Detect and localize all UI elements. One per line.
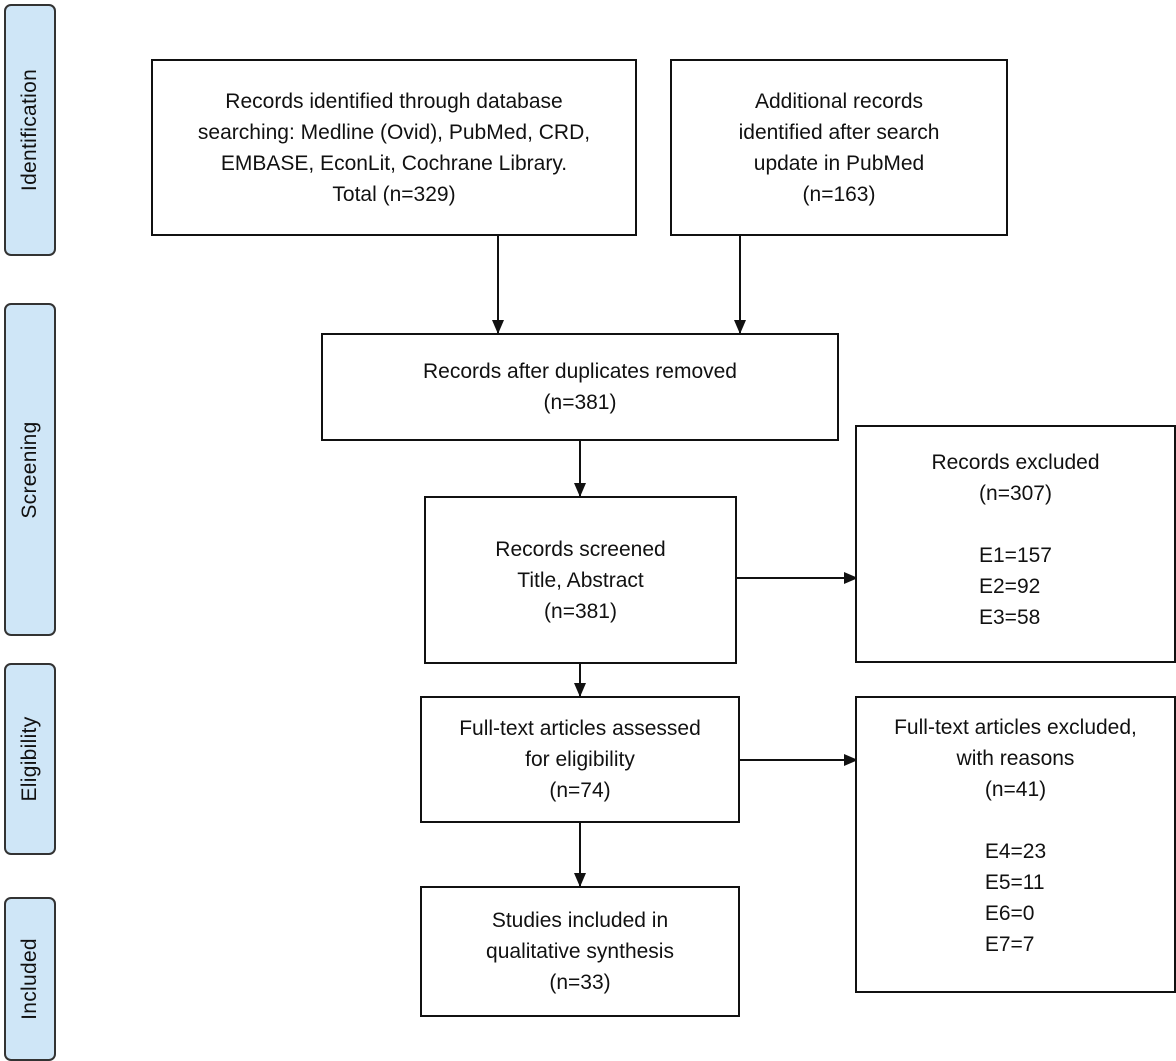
- studies-included-box: Studies included in qualitative synthesi…: [420, 886, 740, 1017]
- studies-included-count: (n=33): [549, 971, 611, 994]
- stage-screening-label: Screening: [18, 420, 41, 519]
- duplicates-removed-box: Records after duplicates removed (n=381): [321, 333, 839, 441]
- records-screened-criteria: Title, Abstract: [517, 568, 644, 592]
- exclusion-reason: E3=58: [979, 606, 1041, 629]
- fulltext-assessed-box: Full-text articles assessed for eligibil…: [420, 696, 740, 823]
- additional-records-line: Additional records: [754, 89, 924, 113]
- exclusion-reason: E7=7: [984, 933, 1035, 956]
- studies-included-label: qualitative synthesis: [486, 940, 674, 963]
- database-records-line: EMBASE, EconLit, Cochrane Library.: [220, 151, 568, 175]
- duplicates-removed-label: Records after duplicates removed: [423, 360, 737, 383]
- additional-records-line: identified after search: [738, 120, 940, 144]
- fulltext-excluded-count: (n=41): [984, 778, 1047, 801]
- exclusion-reason: E2=92: [979, 575, 1041, 598]
- exclusion-reason: E5=11: [984, 871, 1045, 894]
- stage-screening: Screening: [4, 303, 56, 636]
- additional-records-count: (n=163): [802, 182, 876, 206]
- exclusion-reason: E6=0: [984, 902, 1035, 925]
- stage-included: Included: [4, 897, 56, 1061]
- studies-included-label: Studies included in: [491, 909, 669, 932]
- fulltext-assessed-count: (n=74): [549, 779, 611, 802]
- duplicates-removed-count: (n=381): [543, 391, 617, 414]
- records-screened-box: Records screened Title, Abstract (n=381): [424, 496, 737, 664]
- records-screened-label: Records screened: [495, 537, 666, 561]
- records-excluded-label: Records excluded: [931, 451, 1100, 474]
- records-screened-count: (n=381): [544, 599, 617, 623]
- additional-records-line: update in PubMed: [753, 151, 925, 175]
- database-records-total: Total (n=329): [332, 182, 456, 206]
- fulltext-excluded-box: Full-text articles excluded, with reason…: [855, 696, 1176, 993]
- records-excluded-box: Records excluded (n=307) E1=157 E2=92 E3…: [855, 425, 1176, 663]
- stage-identification-label: Identification: [18, 68, 41, 192]
- records-excluded-count: (n=307): [979, 482, 1052, 505]
- additional-records-box: Additional records identified after sear…: [670, 59, 1008, 236]
- stage-eligibility-label: Eligibility: [18, 716, 41, 802]
- fulltext-excluded-reasons: E4=23 E5=11 E6=0 E7=7: [985, 836, 1046, 960]
- stage-eligibility: Eligibility: [4, 663, 56, 855]
- fulltext-excluded-label: with reasons: [956, 747, 1075, 770]
- fulltext-assessed-label: for eligibility: [525, 748, 635, 771]
- stage-included-label: Included: [18, 938, 41, 1020]
- fulltext-excluded-label: Full-text articles excluded,: [894, 716, 1137, 739]
- database-records-box: Records identified through database sear…: [151, 59, 637, 236]
- exclusion-reason: E1=157: [979, 544, 1052, 567]
- stage-identification: Identification: [4, 4, 56, 256]
- fulltext-assessed-label: Full-text articles assessed: [459, 717, 701, 740]
- exclusion-reason: E4=23: [984, 840, 1047, 863]
- database-records-line: searching: Medline (Ovid), PubMed, CRD,: [197, 120, 591, 144]
- records-excluded-reasons: E1=157 E2=92 E3=58: [979, 540, 1052, 633]
- database-records-line: Records identified through database: [225, 89, 563, 113]
